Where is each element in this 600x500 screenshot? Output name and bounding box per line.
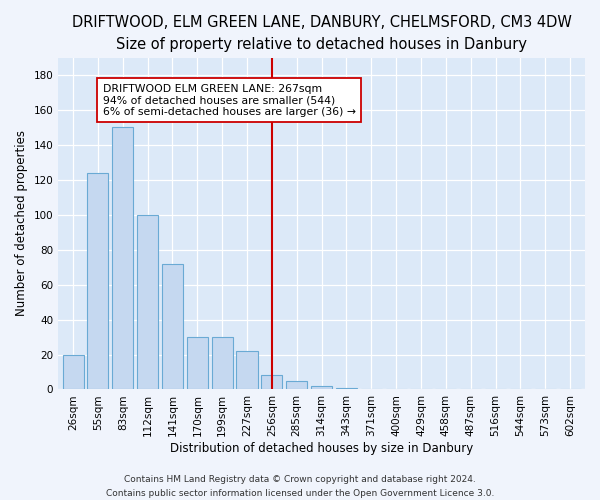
Bar	[286, 380, 307, 390]
Y-axis label: Number of detached properties: Number of detached properties	[15, 130, 28, 316]
Bar	[112, 128, 133, 390]
Bar	[88, 173, 109, 390]
Text: Contains HM Land Registry data © Crown copyright and database right 2024.
Contai: Contains HM Land Registry data © Crown c…	[106, 476, 494, 498]
X-axis label: Distribution of detached houses by size in Danbury: Distribution of detached houses by size …	[170, 442, 473, 455]
Bar	[162, 264, 183, 390]
Text: DRIFTWOOD ELM GREEN LANE: 267sqm
94% of detached houses are smaller (544)
6% of : DRIFTWOOD ELM GREEN LANE: 267sqm 94% of …	[103, 84, 356, 117]
Bar	[311, 386, 332, 390]
Title: DRIFTWOOD, ELM GREEN LANE, DANBURY, CHELMSFORD, CM3 4DW
Size of property relativ: DRIFTWOOD, ELM GREEN LANE, DANBURY, CHEL…	[71, 15, 572, 52]
Bar	[236, 351, 257, 390]
Bar	[336, 388, 357, 390]
Bar	[262, 376, 283, 390]
Bar	[137, 215, 158, 390]
Bar	[212, 337, 233, 390]
Bar	[62, 354, 83, 390]
Bar	[187, 337, 208, 390]
